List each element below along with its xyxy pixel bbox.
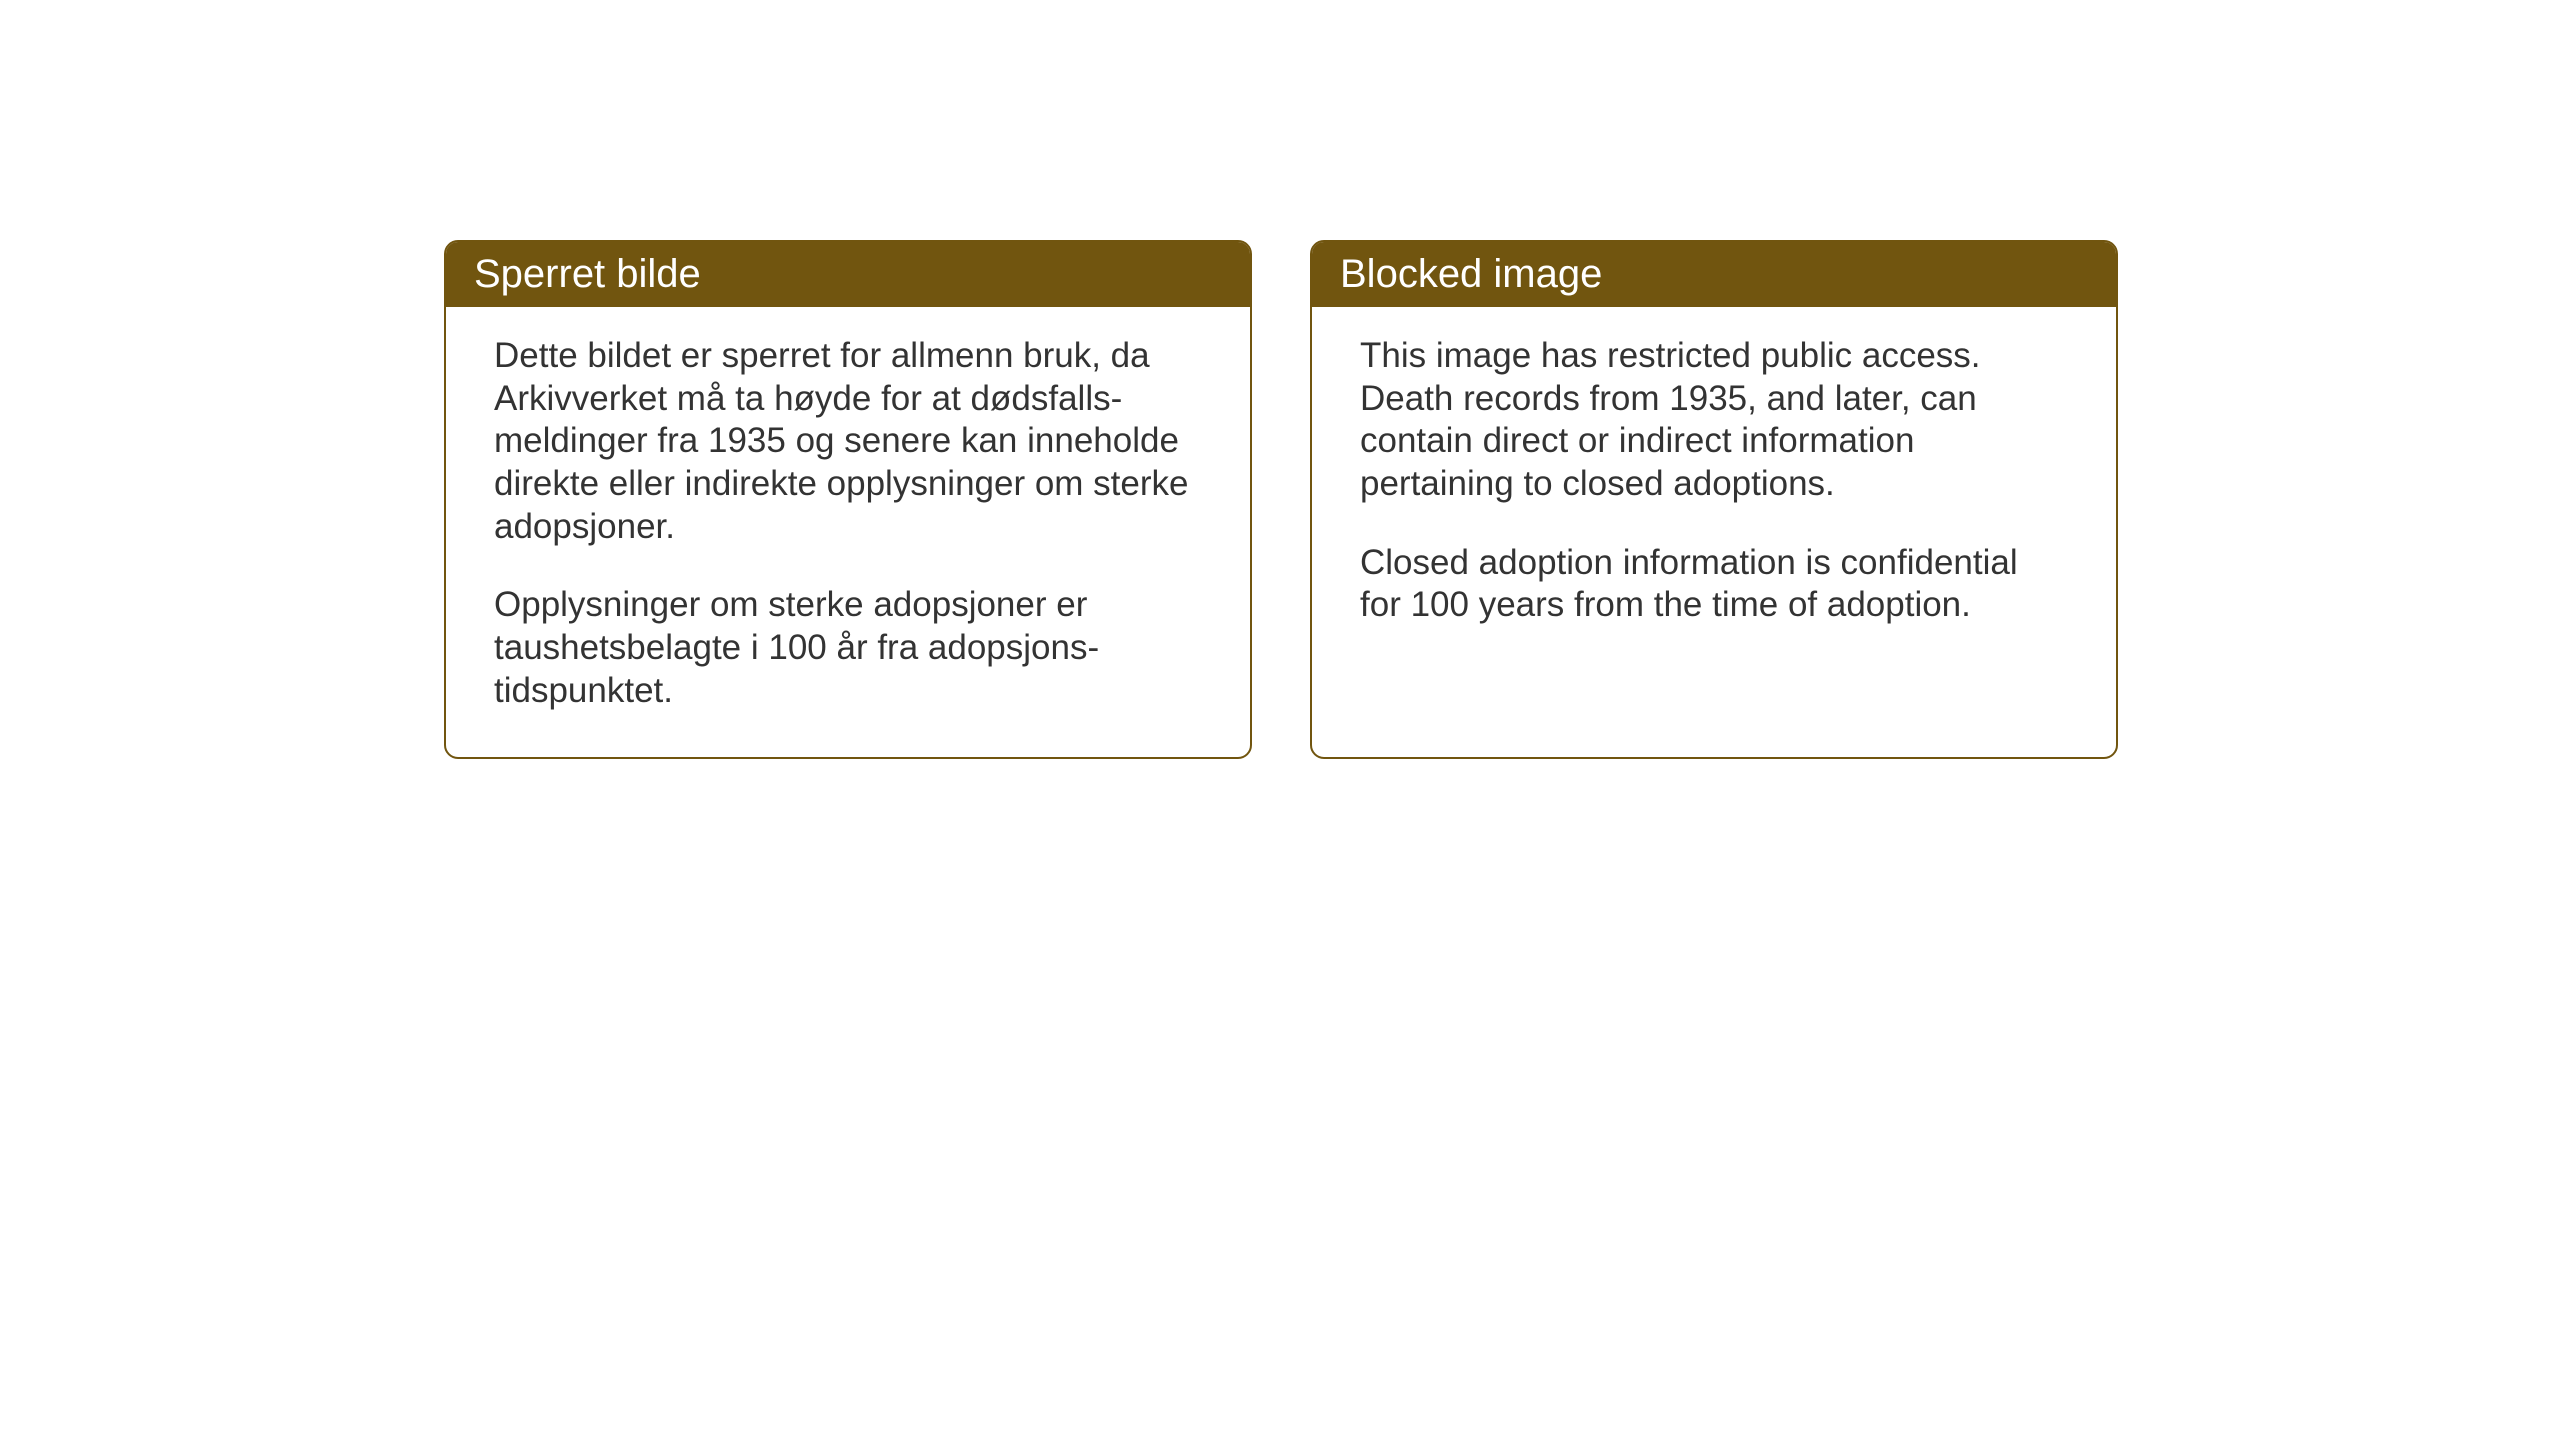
english-paragraph-1: This image has restricted public access.… <box>1360 335 2068 506</box>
norwegian-paragraph-2: Opplysninger om sterke adopsjoner er tau… <box>494 584 1202 712</box>
norwegian-card-title: Sperret bilde <box>446 242 1250 307</box>
english-paragraph-2: Closed adoption information is confident… <box>1360 542 2068 627</box>
english-card-body: This image has restricted public access.… <box>1312 307 2116 671</box>
english-notice-card: Blocked image This image has restricted … <box>1310 240 2118 759</box>
norwegian-paragraph-1: Dette bildet er sperret for allmenn bruk… <box>494 335 1202 548</box>
norwegian-card-body: Dette bildet er sperret for allmenn bruk… <box>446 307 1250 757</box>
norwegian-notice-card: Sperret bilde Dette bildet er sperret fo… <box>444 240 1252 759</box>
english-card-title: Blocked image <box>1312 242 2116 307</box>
notice-container: Sperret bilde Dette bildet er sperret fo… <box>444 240 2118 759</box>
